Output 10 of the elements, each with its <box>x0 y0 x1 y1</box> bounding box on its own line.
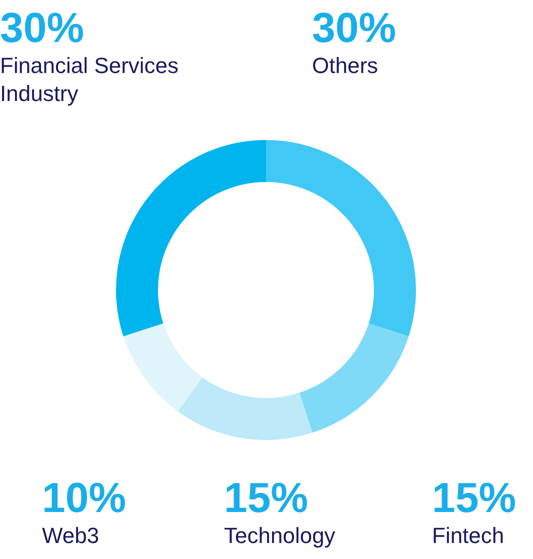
data-label: 10% <box>42 474 126 522</box>
data-label: 30% <box>312 4 396 52</box>
slice-label: Others <box>312 52 380 80</box>
data-label: 30% <box>0 4 86 52</box>
slice-label: Web3 <box>42 522 100 550</box>
slice-label: Fintech <box>432 522 506 550</box>
slice-label: Technology <box>224 522 336 550</box>
slice-label: Financial Services Industry <box>0 52 180 108</box>
data-label: 15% <box>432 474 516 522</box>
data-label: 15% <box>224 474 310 522</box>
